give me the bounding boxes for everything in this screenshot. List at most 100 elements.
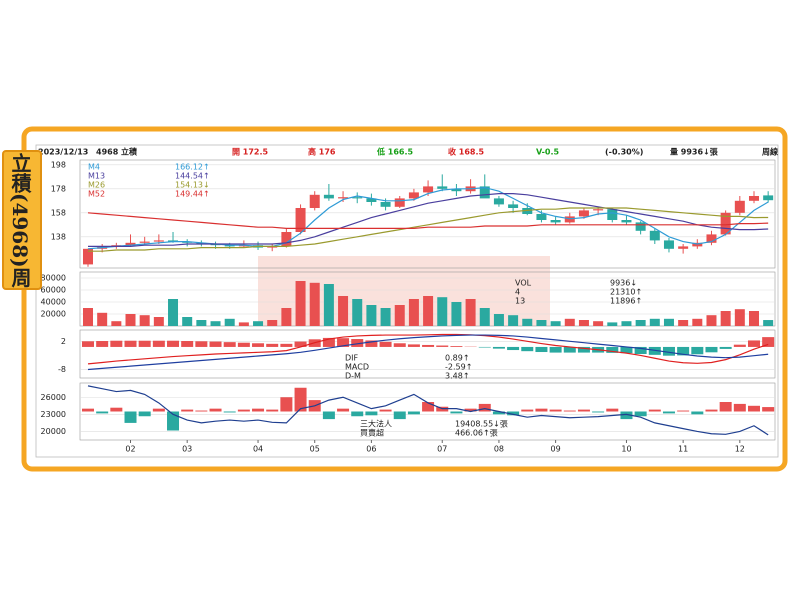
- legend-name: DIF: [345, 354, 359, 363]
- legend-name: 買賣超: [360, 428, 384, 438]
- candle-body: [734, 200, 745, 213]
- histogram-bar: [252, 408, 265, 412]
- histogram-bar: [620, 411, 633, 420]
- volume-bar: [338, 296, 349, 326]
- volume-bar: [238, 322, 249, 326]
- histogram-bar: [96, 341, 109, 347]
- histogram-bar: [393, 411, 406, 420]
- candle-body: [153, 240, 164, 242]
- volume-bar: [508, 315, 519, 326]
- histogram-bar: [450, 346, 463, 347]
- candle-body: [83, 248, 93, 265]
- legend-name: VOL: [515, 279, 532, 288]
- histogram-bar: [662, 346, 675, 356]
- histogram-bar: [223, 342, 236, 347]
- y-tick-label: 158: [51, 208, 66, 217]
- x-tick-label: 04: [253, 445, 263, 454]
- candle-body: [550, 220, 561, 223]
- y-tick-label: 20000: [41, 427, 66, 436]
- histogram-bar: [337, 408, 350, 412]
- volume-bar: [720, 311, 731, 326]
- candle-body: [323, 194, 334, 199]
- candle-body: [663, 240, 674, 249]
- y-tick-label: 23000: [41, 410, 66, 419]
- histogram-bar: [152, 340, 165, 347]
- histogram-bar: [747, 340, 760, 347]
- histogram-bar: [280, 343, 293, 347]
- histogram-bar: [294, 387, 307, 412]
- histogram-bar: [351, 411, 364, 417]
- histogram-bar: [266, 409, 279, 412]
- candle-body: [493, 198, 504, 205]
- histogram-bar: [478, 403, 491, 412]
- volume-bar: [451, 302, 462, 326]
- panel-frame: [79, 382, 776, 441]
- histogram-bar: [691, 411, 704, 415]
- histogram-bar: [393, 343, 406, 347]
- indicator-line: [87, 333, 769, 365]
- header-pct: (-0.30%): [605, 148, 643, 157]
- volume-bar: [139, 315, 150, 326]
- y-tick-label: 2: [61, 337, 66, 346]
- volume-bar: [564, 318, 575, 326]
- volume-bar: [536, 320, 547, 326]
- legend-name: M26: [88, 181, 105, 190]
- volume-bar: [408, 299, 419, 326]
- header-stock: 4968 立積: [96, 147, 138, 157]
- histogram-bar: [507, 411, 520, 416]
- volume-bar: [97, 312, 108, 326]
- volume-bar: [394, 305, 405, 326]
- volume-bar: [635, 320, 646, 326]
- volume-bar: [83, 308, 93, 326]
- volume-bar: [479, 308, 490, 326]
- volume-bar: [423, 296, 434, 326]
- candle-body: [479, 186, 490, 199]
- histogram-bar: [507, 346, 520, 351]
- header-high: 高 176: [308, 147, 336, 157]
- volume-bar: [111, 321, 122, 326]
- ma-line: [87, 212, 769, 229]
- histogram-bar: [167, 340, 180, 347]
- histogram-bar: [521, 346, 534, 352]
- histogram-bar: [492, 346, 505, 349]
- volume-bar: [706, 315, 717, 326]
- legend-name: 三大法人: [360, 419, 392, 429]
- volume-bar: [748, 311, 759, 326]
- candle-body: [139, 241, 150, 243]
- histogram-bar: [535, 346, 548, 353]
- volume-bar: [550, 321, 561, 326]
- y-tick-label: 198: [51, 160, 66, 169]
- ma-line: [88, 207, 769, 252]
- panel-frame: [79, 159, 776, 269]
- histogram-bar: [110, 340, 123, 347]
- legend-value: 0.89↑: [445, 354, 470, 363]
- candle-body: [678, 246, 689, 249]
- x-tick-label: 06: [366, 445, 376, 454]
- histogram-bar: [209, 408, 222, 412]
- legend-value: 9936↓: [610, 279, 637, 288]
- histogram-bar: [351, 339, 364, 347]
- legend-name: M52: [88, 190, 105, 199]
- indicator-line: [87, 334, 769, 371]
- legend-value: 3.48↑: [445, 372, 470, 381]
- header-change: V-0.5: [536, 148, 560, 157]
- histogram-bar: [280, 397, 293, 412]
- volume-bar: [493, 314, 504, 326]
- x-tick-label: 09: [551, 445, 561, 454]
- volume-bar: [182, 317, 193, 326]
- histogram-bar: [322, 337, 335, 347]
- candle-body: [380, 202, 391, 207]
- volume-bar: [224, 318, 235, 326]
- candle-body: [451, 188, 462, 192]
- candle-body: [593, 209, 604, 211]
- legend-value: 144.54↑: [175, 172, 210, 181]
- histogram-bar: [422, 402, 435, 412]
- histogram-bar: [719, 402, 732, 412]
- histogram-bar: [634, 411, 647, 417]
- histogram-bar: [181, 409, 194, 412]
- header-date: 2023/12/13: [38, 148, 88, 157]
- histogram-bar: [96, 411, 109, 414]
- volume-bar: [607, 322, 618, 326]
- legend-value: 166.12↑: [175, 163, 210, 172]
